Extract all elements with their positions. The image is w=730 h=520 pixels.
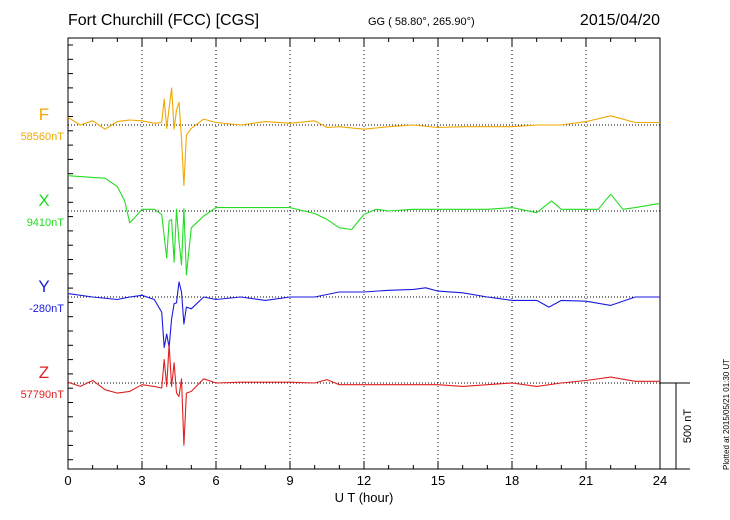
series-line-y [67,281,660,348]
x-tick-label: 21 [579,473,593,488]
component-label-y: Y [38,277,49,296]
x-axis-label: U T (hour) [335,490,394,505]
coordinates-label: GG ( 58.80°, 265.90°) [368,16,475,28]
x-tick-label: 18 [505,473,519,488]
component-label-f: F [39,105,49,124]
x-tick-label: 6 [212,473,219,488]
x-tick-label: 24 [653,473,667,488]
x-tick-label: 9 [286,473,293,488]
baseline-value-f: 58560nT [21,131,65,143]
series-line-z [67,343,660,446]
baseline-value-z: 57790nT [21,389,65,401]
scale-bar-label: 500 nT [682,409,694,444]
component-label-x: X [38,191,49,210]
x-tick-label: 15 [431,473,445,488]
baseline-value-y: -280nT [29,303,64,315]
component-label-z: Z [39,363,49,382]
baseline-value-x: 9410nT [27,217,65,229]
x-tick-label: 3 [138,473,145,488]
station-title: Fort Churchill (FCC) [CGS] [68,12,260,29]
series-line-f [67,87,660,187]
date-label: 2015/04/20 [579,12,660,29]
plotted-note: Plotted at 2015/05/21 01:30 UT [722,358,730,470]
x-tick-label: 12 [357,473,371,488]
x-tick-label: 0 [64,473,71,488]
series-line-x [67,175,661,276]
